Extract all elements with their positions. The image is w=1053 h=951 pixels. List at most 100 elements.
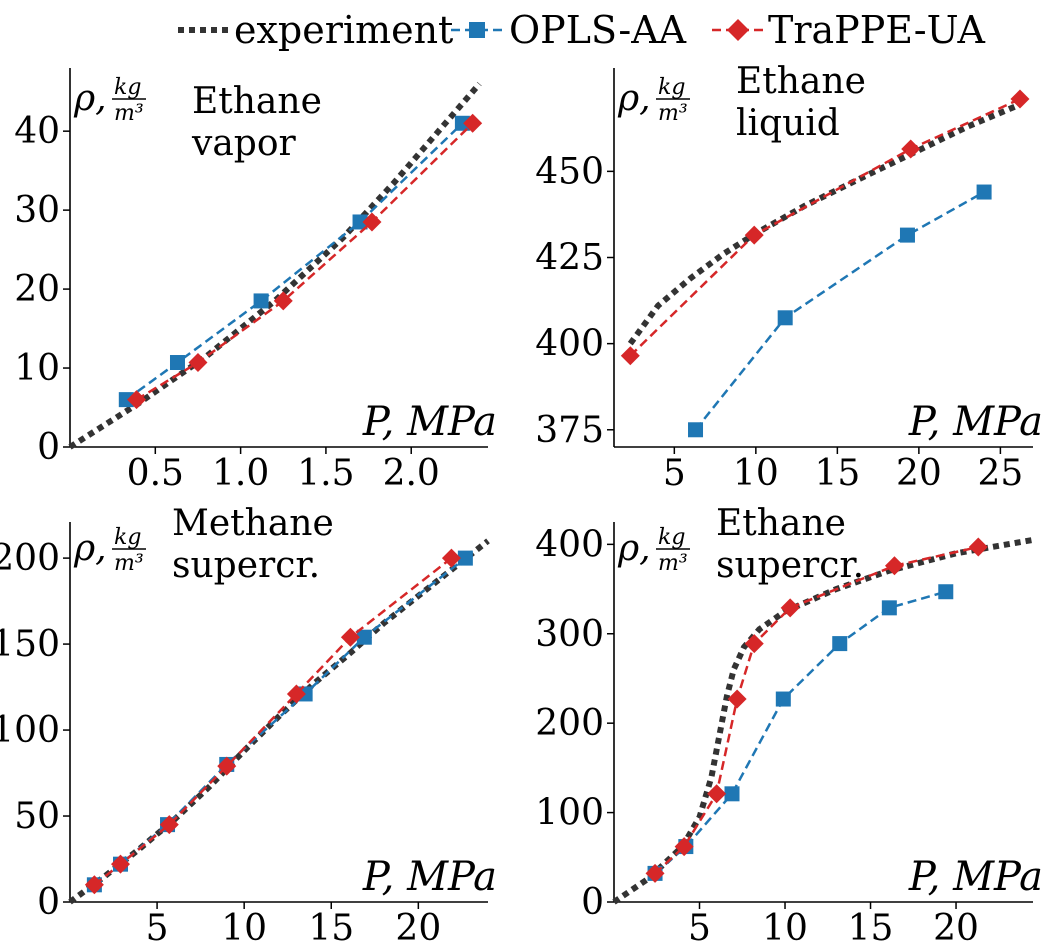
x-axis-label: P, MPa <box>908 854 1043 900</box>
y-tick-label: 150 <box>0 624 60 665</box>
x-tick-label: 25 <box>977 453 1023 494</box>
x-tick-label: 20 <box>896 453 942 494</box>
series-opls-line <box>93 557 467 886</box>
x-tick-label: 10 <box>762 908 808 949</box>
opls-point <box>352 214 368 230</box>
series-opls-line <box>125 122 464 401</box>
trappe-point <box>441 548 461 568</box>
y-axis-label-kg: kg <box>658 75 685 100</box>
panel-methane-supercr: 0 50 100 150 200 5 10 15 20 ρ, kg m³ Methane sup… <box>0 503 497 949</box>
x-tick-label: 15 <box>848 908 894 949</box>
trappe-point <box>362 212 382 232</box>
panel-title-line-1: Ethane <box>736 61 866 102</box>
series-trappe-line <box>654 545 979 875</box>
y-axis-label-kg: kg <box>658 525 685 550</box>
panel-title-line-2: supercr. <box>172 545 320 586</box>
opls-point <box>976 184 992 200</box>
trappe-point <box>727 689 747 709</box>
axes: 0 10 20 30 40 0.5 1.0 1.5 2.0 <box>14 68 488 494</box>
y-axis-label: ρ, kg m³ <box>617 525 690 576</box>
trappe-point <box>286 684 306 704</box>
y-tick-label: 0 <box>581 882 604 923</box>
x-tick-label: 0.5 <box>127 453 184 494</box>
opls-point <box>777 310 793 326</box>
opls-point <box>356 629 372 645</box>
y-axis-label-m3: m³ <box>658 551 688 576</box>
y-tick-label: 200 <box>535 703 604 744</box>
y-tick-label: 100 <box>535 793 604 834</box>
series-experiment-line <box>68 538 490 905</box>
trappe-point <box>217 756 237 776</box>
opls-point <box>832 636 848 652</box>
y-axis-label-rho: ρ, <box>73 78 107 119</box>
series-experiment-line <box>68 81 482 450</box>
y-axis-label: ρ, kg m³ <box>73 525 146 576</box>
trappe-point <box>620 346 640 366</box>
series-trappe-line <box>629 97 1021 357</box>
opls-point <box>688 422 704 438</box>
legend-opls-label: OPLS-AA <box>509 8 687 52</box>
trappe-point <box>744 225 764 245</box>
y-axis-label-rho: ρ, <box>617 528 651 569</box>
legend-experiment-label: experiment <box>234 8 453 52</box>
y-tick-label: 50 <box>14 796 60 837</box>
x-tick-label: 10 <box>221 908 267 949</box>
y-tick-label: 100 <box>0 710 60 751</box>
series-trappe-line <box>135 122 474 401</box>
x-tick-label: 5 <box>663 453 686 494</box>
trappe-point <box>645 863 665 883</box>
opls-point <box>253 293 269 309</box>
y-tick-label: 0 <box>37 882 60 923</box>
trappe-point <box>159 815 179 835</box>
y-tick-label: 200 <box>0 538 60 579</box>
panel-title-line-2: supercr. <box>716 545 864 586</box>
y-axis-label: ρ, kg m³ <box>617 75 690 126</box>
trappe-point <box>707 784 727 804</box>
series-layer <box>68 538 490 905</box>
x-tick-label: 1.0 <box>212 453 269 494</box>
x-tick-label: 5 <box>146 908 169 949</box>
series-experiment-line <box>612 536 1034 905</box>
y-tick-label: 0 <box>37 427 60 468</box>
x-tick-label: 2.0 <box>383 453 440 494</box>
opls-point <box>454 115 470 131</box>
panel-title-line-1: Ethane <box>716 503 846 544</box>
trappe-point <box>968 537 988 557</box>
legend-trappe-label: TraPPE-UA <box>768 8 985 52</box>
series-experiment-line <box>627 103 1018 346</box>
y-tick-label: 400 <box>535 524 604 565</box>
y-axis-label-kg: kg <box>114 75 141 100</box>
x-axis-label: P, MPa <box>908 399 1043 445</box>
y-tick-label: 400 <box>535 324 604 365</box>
trappe-point <box>111 854 131 874</box>
y-tick-label: 10 <box>14 348 60 389</box>
opls-point <box>724 786 740 802</box>
x-tick-label: 15 <box>308 908 354 949</box>
y-axis-label-rho: ρ, <box>617 78 651 119</box>
trappe-point <box>901 139 921 159</box>
axes: 375 400 425 450 5 10 15 20 25 <box>535 68 1033 494</box>
y-tick-label: 40 <box>14 111 60 152</box>
y-axis-label: ρ, kg m³ <box>73 75 146 126</box>
y-axis-label-rho: ρ, <box>73 528 107 569</box>
y-axis-label-m3: m³ <box>114 551 144 576</box>
x-tick-label: 1.5 <box>297 453 354 494</box>
opls-point <box>881 600 897 616</box>
y-tick-label: 375 <box>535 410 604 451</box>
panel-title-line-1: Ethane <box>192 81 322 122</box>
trappe-point <box>1010 89 1030 109</box>
opls-point <box>775 691 791 707</box>
x-tick-label: 20 <box>933 908 979 949</box>
series-opls-line <box>654 590 947 875</box>
y-axis-label-kg: kg <box>114 525 141 550</box>
axes: 0 50 100 150 200 5 10 15 20 <box>0 522 488 949</box>
x-tick-label: 10 <box>733 453 779 494</box>
x-axis-label: P, MPa <box>362 399 497 445</box>
axes: 0 100 200 300 400 5 10 15 20 <box>535 522 1033 949</box>
panel-title-line-2: liquid <box>736 103 840 144</box>
series-layer <box>68 81 483 450</box>
opls-point <box>457 550 473 566</box>
panel-ethane-vapor: 0 10 20 30 40 0.5 1.0 1.5 2.0 ρ, kg m³ Ethane va… <box>14 68 497 494</box>
trappe-point <box>674 837 694 857</box>
